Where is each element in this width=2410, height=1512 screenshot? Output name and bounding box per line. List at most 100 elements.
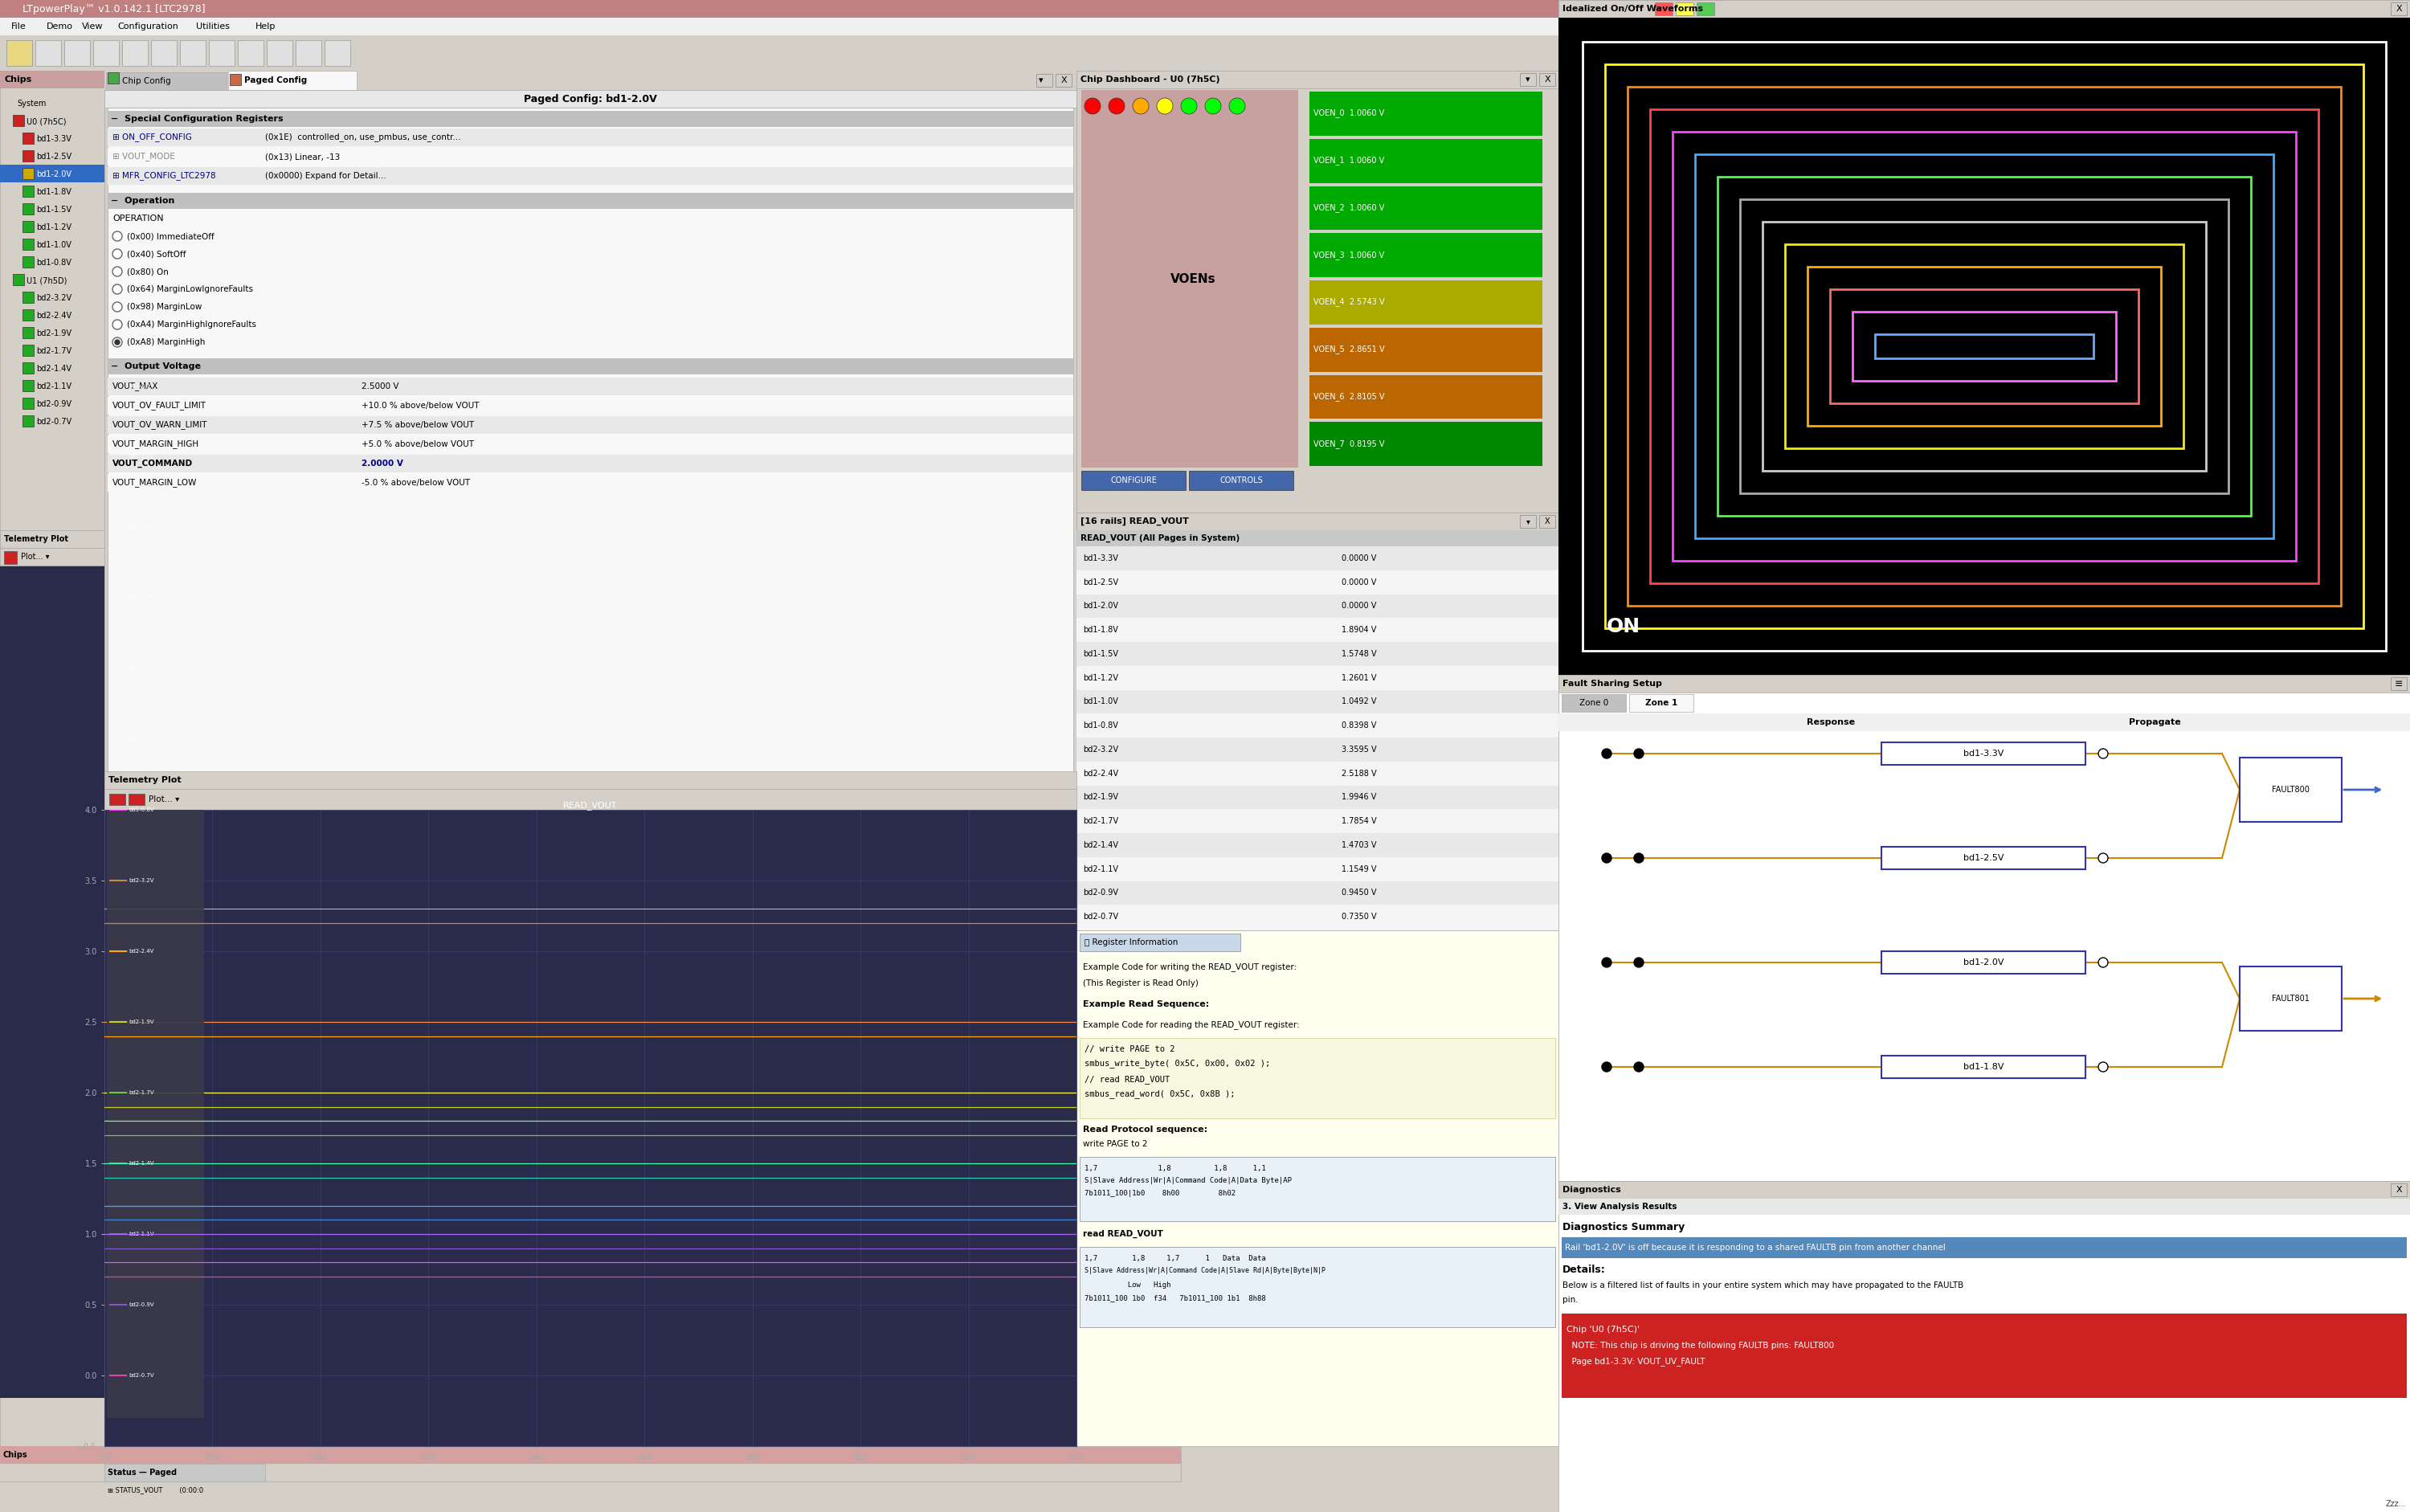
Bar (104, 71, 1077, 91)
Circle shape (1603, 957, 1612, 968)
Bar (1694, 154, 2273, 538)
Bar (22, 133, 34, 144)
Bar (1762, 222, 2205, 470)
Bar (1077, 594, 1559, 618)
Bar (0, 35, 1723, 71)
Text: 1,7        1,8     1,7      1   Data  Data: 1,7 1,8 1,7 1 Data Data (1084, 1255, 1265, 1261)
Text: VOEN_2  1.0060 V: VOEN_2 1.0060 V (1313, 203, 1383, 212)
Text: VOUT_MARGIN_LOW: VOUT_MARGIN_LOW (113, 478, 198, 487)
Bar (1882, 742, 2085, 765)
Bar (0, 547, 104, 565)
Text: X: X (2396, 5, 2403, 14)
Text: ⊞ VOUT_MODE: ⊞ VOUT_MODE (113, 153, 176, 162)
Bar (1080, 1039, 1554, 1119)
Bar (1077, 618, 1559, 643)
Text: 1.8904 V: 1.8904 V (1342, 626, 1376, 634)
Bar (0, 165, 104, 183)
Bar (22, 398, 34, 408)
Bar (1080, 1157, 1554, 1222)
Text: ▾: ▾ (1526, 76, 1530, 83)
Text: 0.9450 V: 0.9450 V (1342, 889, 1376, 897)
Text: X: X (1060, 76, 1068, 85)
Text: (This Register is Read Only): (This Register is Read Only) (1082, 980, 1198, 987)
Bar (22, 310, 34, 321)
Text: (0xA8) MarginHigh: (0xA8) MarginHigh (128, 339, 205, 346)
Bar (1559, 714, 2410, 732)
Bar (104, 91, 1077, 107)
Text: 1.2601 V: 1.2601 V (1342, 674, 1376, 682)
Text: Example Code for reading the READ_VOUT register:: Example Code for reading the READ_VOUT r… (1082, 1021, 1299, 1030)
Bar (128, 794, 145, 804)
Bar (1627, 86, 2340, 606)
Text: bd1-2.5V: bd1-2.5V (1964, 854, 2003, 862)
Text: ▾: ▾ (1039, 76, 1044, 85)
Bar (1077, 738, 1559, 762)
Text: Propagate: Propagate (2128, 718, 2181, 726)
Bar (1853, 311, 2116, 381)
Bar (1559, 1181, 2410, 1512)
Text: READ_VOUT (All Pages in System): READ_VOUT (All Pages in System) (1080, 534, 1239, 543)
Circle shape (1133, 98, 1150, 113)
Bar (1188, 470, 1294, 490)
Text: bd1-1.8V: bd1-1.8V (1964, 1063, 2003, 1070)
Text: U0 (7h5C): U0 (7h5C) (27, 118, 67, 125)
Bar (1077, 531, 1559, 546)
Bar (108, 455, 1072, 472)
Circle shape (2099, 748, 2109, 759)
Text: bd2-1.4V: bd2-1.4V (36, 364, 72, 373)
Text: Plot... ▾: Plot... ▾ (149, 795, 178, 803)
Bar (1559, 18, 2410, 674)
Bar (22, 345, 34, 355)
Bar (104, 789, 1077, 810)
Circle shape (116, 340, 120, 345)
Circle shape (1181, 98, 1198, 113)
Bar (325, 41, 349, 67)
Text: read READ_VOUT: read READ_VOUT (1082, 1229, 1164, 1238)
Bar (1082, 470, 1186, 490)
Text: VOEN_1  1.0060 V: VOEN_1 1.0060 V (1313, 156, 1383, 165)
Text: Chip Config: Chip Config (123, 77, 171, 85)
Bar (1875, 334, 2094, 358)
Text: bd2-2.4V: bd2-2.4V (1082, 770, 1118, 777)
Bar (1559, 1181, 2410, 1199)
Bar (0, 531, 104, 547)
Text: +5.0 % above/below VOUT: +5.0 % above/below VOUT (362, 440, 475, 448)
Circle shape (113, 249, 123, 259)
Bar (0, 71, 104, 1445)
Bar (1808, 266, 2162, 426)
Bar (2391, 1184, 2408, 1196)
Bar (106, 73, 227, 91)
Text: bd1-0.8V: bd1-0.8V (128, 807, 154, 812)
Text: 1.9946 V: 1.9946 V (1342, 794, 1376, 801)
Circle shape (1084, 98, 1101, 113)
Text: Zone 0: Zone 0 (1579, 699, 1607, 708)
Bar (104, 71, 1077, 1445)
Bar (1718, 177, 2251, 516)
Text: bd2-0.9V: bd2-0.9V (36, 401, 72, 408)
Text: bd1-3.3V: bd1-3.3V (1964, 750, 2003, 758)
Text: Telemetry Plot: Telemetry Plot (5, 535, 67, 543)
Text: Chip Dashboard - U0 (7h5C): Chip Dashboard - U0 (7h5C) (1080, 76, 1219, 83)
Text: ⊞ STATUS_VOUT        (0:00:0: ⊞ STATUS_VOUT (0:00:0 (108, 1486, 202, 1494)
Text: Diagnostics Summary: Diagnostics Summary (1562, 1222, 1685, 1232)
Bar (108, 358, 1072, 375)
Text: VOUT_MAX: VOUT_MAX (113, 383, 159, 390)
Bar (1562, 694, 1627, 712)
Text: 0.0000 V: 0.0000 V (1342, 602, 1376, 609)
Text: S|Slave Address|Wr|A|Command Code|A|Data Byte|AP: S|Slave Address|Wr|A|Command Code|A|Data… (1084, 1178, 1292, 1184)
Text: bd2-1.9V: bd2-1.9V (36, 330, 72, 337)
Text: Demo: Demo (46, 23, 72, 30)
Circle shape (113, 284, 123, 293)
Bar (22, 363, 34, 373)
Text: bd1-1.0V: bd1-1.0V (128, 736, 154, 741)
Bar (181, 41, 205, 67)
Circle shape (1634, 748, 1644, 759)
Bar (1562, 1314, 2408, 1399)
Text: Chip 'U0 (7h5C)': Chip 'U0 (7h5C)' (1566, 1326, 1639, 1334)
Bar (1077, 714, 1559, 738)
Text: bd1-2.5V: bd1-2.5V (128, 383, 154, 389)
Text: bd1-2.0V: bd1-2.0V (128, 454, 154, 458)
Bar (108, 168, 1072, 184)
Text: (0x13) Linear, -13: (0x13) Linear, -13 (265, 153, 340, 160)
Bar (22, 221, 34, 233)
